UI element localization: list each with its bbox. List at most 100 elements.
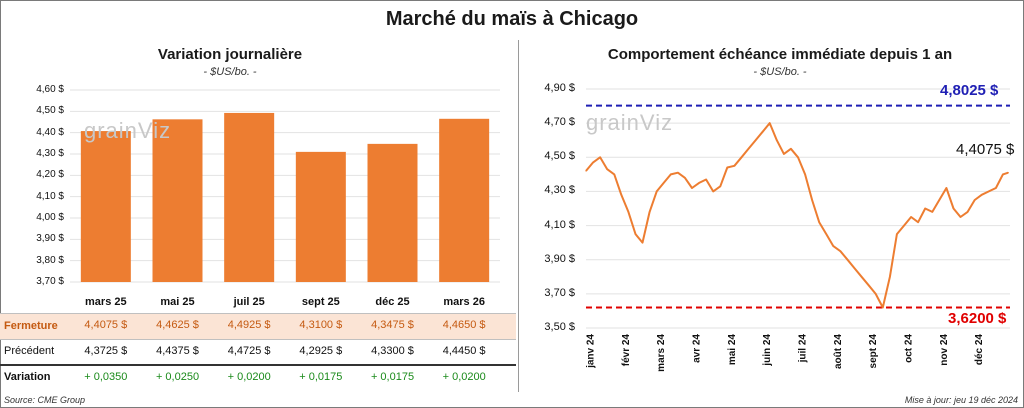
bar-y-tick-label: 4,60 $	[36, 84, 64, 95]
price-point	[967, 211, 969, 213]
bar-category-label: sept 25	[301, 296, 340, 308]
price-point	[613, 173, 615, 175]
month-tick-label: juil 24	[798, 334, 809, 364]
price-point	[917, 221, 919, 223]
price-point	[719, 185, 721, 187]
price-point	[825, 233, 827, 235]
month-tick-label: févr 24	[621, 334, 632, 367]
price-point	[875, 293, 877, 295]
price-point	[846, 259, 849, 261]
month-tick-label: avr 24	[692, 334, 703, 363]
price-point	[620, 194, 622, 196]
month-tick-label: mai 24	[727, 334, 738, 366]
price-point	[783, 153, 785, 155]
price-point	[747, 148, 750, 150]
price-point	[931, 211, 933, 213]
price-point	[1007, 172, 1009, 174]
price-point	[634, 233, 637, 235]
line-y-tick-label: 4,30 $	[544, 184, 575, 197]
row-label-precedent: Précédent	[4, 345, 55, 357]
line-y-tick-label: 4,50 $	[544, 150, 575, 163]
price-point	[740, 156, 743, 158]
bar	[224, 112, 275, 282]
price-point	[776, 139, 778, 141]
price-point	[599, 156, 601, 158]
price-point	[698, 182, 700, 184]
left-chart-title: Variation journalière	[157, 46, 303, 63]
bar-y-tick-label: 4,00 $	[36, 212, 64, 223]
bar-y-tick-label: 4,40 $	[36, 126, 64, 138]
min-price-label: 3,6200 $	[948, 310, 1007, 327]
price-point	[988, 190, 990, 193]
bar-category-label: mai 25	[160, 296, 195, 308]
price-point	[952, 207, 955, 210]
grainviz-watermark-right: grainViz	[586, 110, 674, 135]
line-y-tick-label: 3,50 $	[544, 321, 575, 333]
table-cell: + 0,0200	[442, 371, 486, 383]
bar-chart	[70, 89, 500, 283]
month-tick-label: nov 24	[939, 334, 950, 366]
price-point	[839, 250, 842, 252]
month-tick-label: juin 24	[762, 334, 773, 367]
bar-y-tick-label: 4,10 $	[36, 190, 64, 202]
price-point	[606, 168, 608, 170]
price-point	[995, 187, 997, 189]
table-cell: 4,4075 $	[84, 319, 128, 331]
price-point	[896, 233, 898, 235]
table-cell: 4,3475 $	[371, 319, 414, 331]
bar-category-label: déc 25	[375, 296, 410, 308]
panel-divider	[518, 40, 519, 392]
price-point	[705, 178, 707, 181]
price-point	[670, 173, 672, 175]
table-cell: + 0,0200	[227, 371, 271, 383]
right-chart-subtitle: - $US/bo. -	[753, 66, 807, 78]
bar	[295, 151, 346, 282]
price-point	[677, 172, 679, 174]
table-cell: + 0,0175	[370, 371, 415, 383]
bar-category-label: juil 25	[233, 296, 265, 308]
table-cell: 4,4925 $	[227, 319, 271, 331]
bar-y-tick-label: 4,20 $	[36, 169, 64, 181]
price-point	[627, 211, 630, 213]
price-point	[1002, 173, 1004, 175]
source-note: Source: CME Group	[4, 395, 86, 405]
table-cell: 4,4450 $	[442, 345, 486, 357]
row-label-variation: Variation	[4, 371, 51, 383]
month-tick-label: mars 24	[656, 334, 667, 372]
bar	[80, 131, 131, 282]
price-point	[882, 306, 884, 309]
month-tick-label: déc 24	[974, 334, 985, 366]
price-point	[712, 190, 714, 193]
bar-y-tick-label: 4,30 $	[36, 148, 64, 159]
month-tick-label: oct 24	[904, 334, 915, 363]
price-point	[868, 284, 870, 286]
price-point	[790, 148, 792, 150]
table-cell: 4,4625 $	[156, 319, 199, 331]
table-cell: 4,4650 $	[442, 319, 486, 331]
table-cell: 4,3300 $	[371, 345, 414, 357]
price-series-line	[585, 122, 1009, 309]
price-point	[910, 216, 912, 218]
price-point	[974, 199, 976, 201]
bar	[439, 118, 490, 282]
price-point	[592, 161, 594, 164]
table-cell: + 0,0175	[299, 371, 343, 383]
price-point	[818, 221, 820, 223]
row-fermeture: Fermeture	[0, 313, 516, 340]
table-cell: + 0,0350	[84, 371, 128, 383]
row-precedent: Précédent	[0, 339, 516, 366]
update-note: Mise à jour: jeu 19 déc 2024	[904, 395, 1018, 405]
price-point	[811, 199, 813, 201]
table-cell: 4,3725 $	[84, 345, 128, 357]
price-point	[797, 156, 799, 158]
price-point	[755, 139, 757, 141]
line-y-tick-label: 4,90 $	[544, 82, 575, 94]
price-point	[889, 276, 891, 278]
price-point	[981, 194, 983, 196]
left-chart-subtitle: - $US/bo. -	[203, 66, 257, 78]
price-point	[959, 216, 962, 218]
price-point	[585, 170, 587, 172]
page-title: Marché du maïs à Chicago	[385, 8, 639, 30]
price-point	[684, 177, 686, 179]
